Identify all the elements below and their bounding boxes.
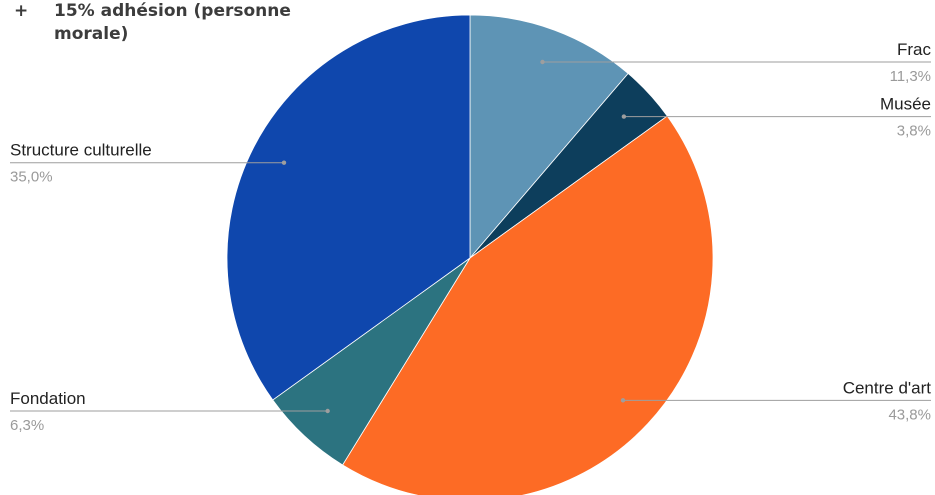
slice-value-centre-d-art: 43,8% [888, 406, 931, 423]
slice-label-frac: Frac [897, 40, 932, 59]
leader-dot-fondation [325, 408, 330, 414]
leader-dot-musee [621, 114, 627, 119]
slice-label-structure-culturelle: Structure culturelle [10, 141, 152, 160]
pie-slices [226, 14, 714, 495]
slice-value-musee: 3,8% [897, 123, 931, 140]
slice-value-frac: 11,3% [890, 68, 931, 85]
leader-lines [10, 59, 931, 414]
slice-labels: Frac 11,3% Musée 3,8% Centre d'art 43,8% Fonda… [10, 40, 932, 434]
slice-label-centre-d-art: Centre d'art [843, 378, 932, 397]
slice-value-structure-culturelle: 35,0% [10, 169, 53, 186]
pie-slice-centre-d-art [342, 115, 714, 495]
slice-label-musee: Musée [880, 95, 931, 114]
adhesion-note-text: 15% adhésion (personne morale) [54, 1, 291, 44]
slice-label-fondation: Fondation [10, 389, 86, 408]
plus-bullet: + [14, 1, 29, 21]
leader-dot-frac [540, 59, 545, 65]
pie-slice-structure-culturelle [226, 14, 471, 401]
leader-dot-structure-culturelle [281, 160, 287, 165]
slice-value-fondation: 6,3% [10, 417, 44, 434]
leader-dot-centre-d-art [620, 398, 626, 403]
pie-slice-frac [469, 14, 629, 260]
